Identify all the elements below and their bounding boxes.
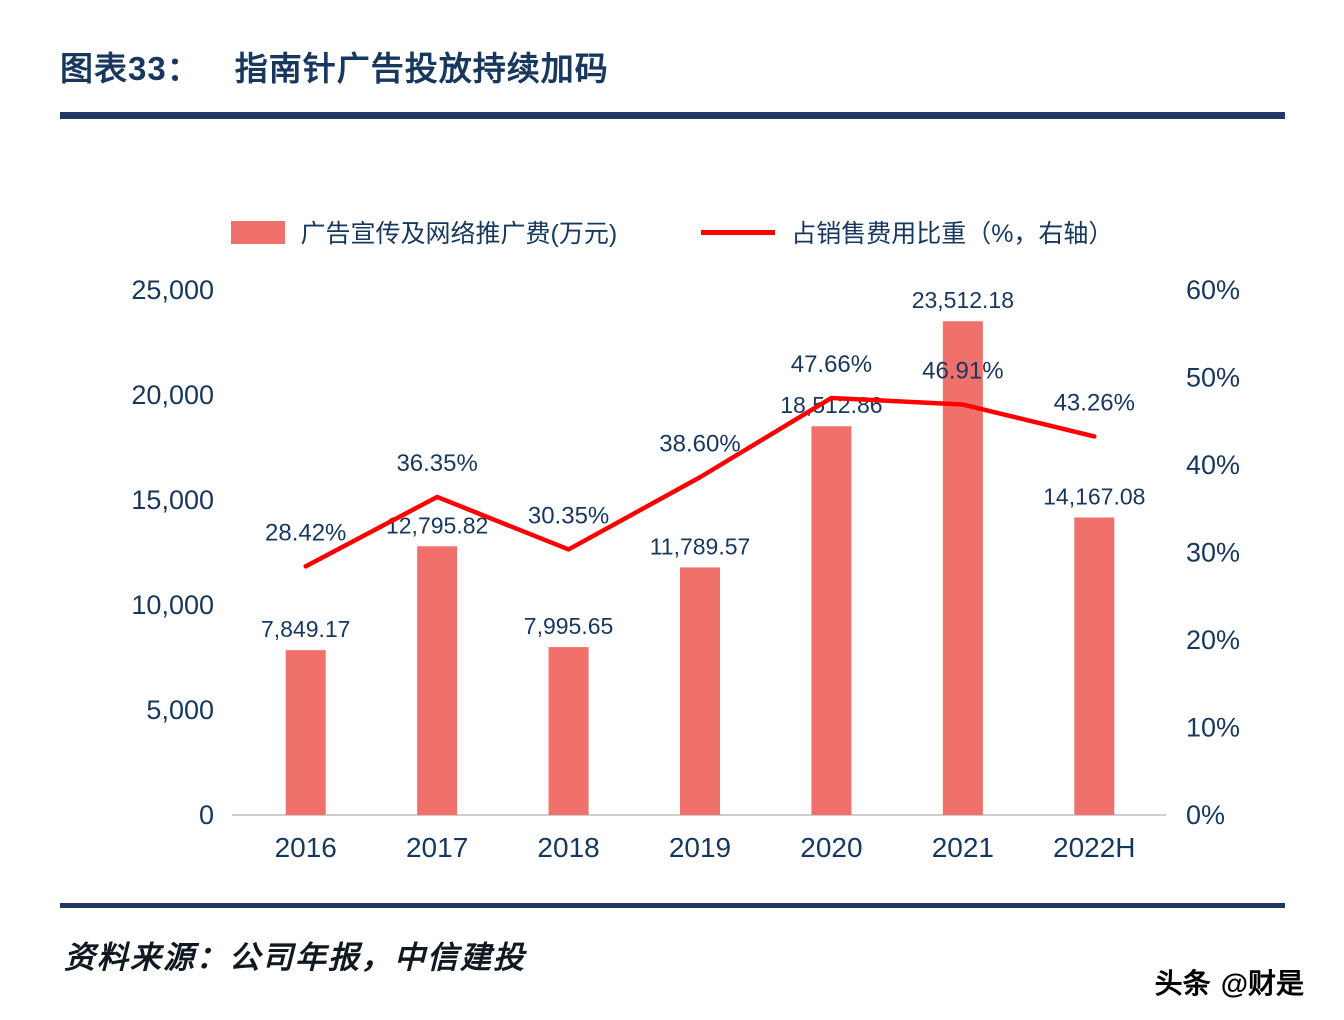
x-axis-label-2022H: 2022H [1053, 832, 1136, 863]
bar-value-label-2022H: 14,167.08 [1043, 483, 1145, 509]
line-value-label-2016: 28.42% [265, 519, 346, 546]
bar-value-label-2021: 23,512.18 [912, 287, 1014, 313]
left-axis-tick: 10,000 [131, 590, 214, 620]
source-note: 资料来源：公司年报，中信建投 [64, 940, 526, 975]
x-axis-label-2017: 2017 [406, 832, 468, 863]
bar-2018 [548, 647, 589, 815]
right-axis-tick: 10% [1186, 713, 1240, 743]
right-axis-tick: 50% [1186, 363, 1240, 393]
bar-2021 [942, 321, 983, 815]
line-value-label-2017: 36.35% [396, 450, 477, 477]
bar-2016 [285, 650, 326, 815]
legend-item-bar: 广告宣传及网络推广费(万元) [230, 214, 618, 250]
watermark-logo: 头条 [1154, 968, 1211, 999]
figure-heading: 指南针广告投放持续加码 [234, 50, 609, 87]
bar-value-label-2018: 7,995.65 [524, 613, 614, 639]
x-axis-label-2019: 2019 [669, 832, 731, 863]
bottom-rule [60, 903, 1285, 908]
right-axis-tick: 40% [1186, 450, 1240, 480]
left-axis-tick: 15,000 [131, 485, 214, 515]
left-axis-tick: 5,000 [146, 695, 214, 725]
figure-title: 图表33： 指南针广告投放持续加码 [60, 42, 609, 90]
x-axis-label-2020: 2020 [800, 832, 862, 863]
x-axis-label-2018: 2018 [537, 832, 599, 863]
line-value-label-2021: 46.91% [922, 358, 1003, 385]
bar-2022H [1074, 517, 1115, 815]
legend-item-line: 占销售费用比重（%，右轴） [701, 214, 1113, 250]
watermark-handle: @财是 [1220, 968, 1304, 999]
bar-2017 [417, 546, 458, 815]
line-value-label-2020: 47.66% [791, 351, 872, 378]
right-axis-tick: 30% [1186, 538, 1240, 568]
right-axis-tick: 60% [1186, 275, 1240, 305]
bar-2020 [811, 426, 852, 815]
right-axis-tick: 20% [1186, 625, 1240, 655]
bar-swatch-icon [230, 220, 285, 244]
x-axis-label-2021: 2021 [932, 832, 994, 863]
ratio-line [303, 395, 1097, 569]
bar-2019 [680, 567, 720, 815]
x-axis-label-2016: 2016 [275, 832, 337, 863]
chart-legend: 广告宣传及网络推广费(万元) 占销售费用比重（%，右轴） [0, 214, 1344, 250]
left-axis-tick: 25,000 [131, 275, 214, 305]
line-value-label-2019: 38.60% [659, 430, 740, 457]
bar-value-label-2016: 7,849.17 [261, 616, 351, 642]
bar-value-label-2019: 11,789.57 [650, 533, 751, 559]
top-rule [60, 112, 1285, 119]
figure-number: 图表33： [60, 50, 201, 87]
line-value-label-2018: 30.35% [528, 502, 609, 529]
legend-label-bar: 广告宣传及网络推广费(万元) [300, 220, 618, 248]
right-axis-tick: 0% [1186, 800, 1225, 830]
watermark: 头条 @财是 [1155, 962, 1304, 1002]
left-axis-tick: 20,000 [131, 380, 214, 410]
line-value-label-2022H: 43.26% [1054, 389, 1135, 416]
legend-label-line: 占销售费用比重（%，右轴） [791, 220, 1114, 248]
line-swatch-icon [701, 229, 776, 235]
left-axis-tick: 0 [199, 800, 214, 830]
